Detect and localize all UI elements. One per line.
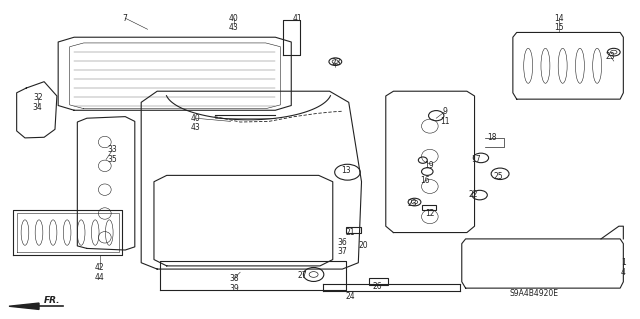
- Polygon shape: [9, 303, 39, 309]
- Text: 25: 25: [494, 173, 504, 182]
- Text: 20: 20: [358, 241, 368, 250]
- Text: 27: 27: [298, 271, 307, 280]
- Text: 40: 40: [191, 114, 200, 123]
- Text: 13: 13: [340, 166, 350, 175]
- Text: 43: 43: [229, 23, 239, 32]
- Text: 39: 39: [229, 284, 239, 293]
- Text: 23: 23: [408, 199, 417, 208]
- Text: 19: 19: [424, 161, 433, 170]
- Text: 44: 44: [95, 272, 104, 281]
- Text: 37: 37: [337, 247, 348, 256]
- Text: 42: 42: [95, 263, 104, 272]
- Text: 12: 12: [425, 209, 435, 218]
- Text: 11: 11: [440, 117, 449, 126]
- Text: 7: 7: [123, 14, 127, 23]
- Text: 33: 33: [108, 145, 117, 154]
- Text: S9A4B4920E: S9A4B4920E: [509, 289, 559, 298]
- Text: 38: 38: [229, 274, 239, 283]
- Text: 35: 35: [108, 155, 117, 164]
- Bar: [346, 227, 361, 233]
- Text: 36: 36: [337, 238, 348, 247]
- Text: 22: 22: [468, 190, 478, 199]
- Text: 15: 15: [555, 23, 564, 32]
- Text: 41: 41: [293, 14, 303, 23]
- Text: 43: 43: [191, 123, 200, 132]
- Text: 14: 14: [555, 14, 564, 23]
- Text: 1: 1: [621, 258, 626, 267]
- Text: 23: 23: [605, 52, 616, 61]
- Text: FR.: FR.: [44, 296, 61, 305]
- Text: 34: 34: [33, 103, 43, 112]
- Text: 4: 4: [621, 268, 626, 277]
- Text: 24: 24: [346, 292, 355, 300]
- Bar: [369, 278, 388, 285]
- Text: 23: 23: [331, 58, 340, 67]
- Text: 21: 21: [346, 228, 355, 237]
- Text: 40: 40: [229, 14, 239, 23]
- Text: 18: 18: [488, 133, 497, 142]
- Bar: [422, 204, 436, 210]
- Text: 32: 32: [33, 93, 42, 102]
- Text: 16: 16: [420, 176, 430, 185]
- Text: 9: 9: [442, 108, 447, 116]
- Text: 17: 17: [472, 155, 481, 164]
- Text: 26: 26: [372, 282, 382, 291]
